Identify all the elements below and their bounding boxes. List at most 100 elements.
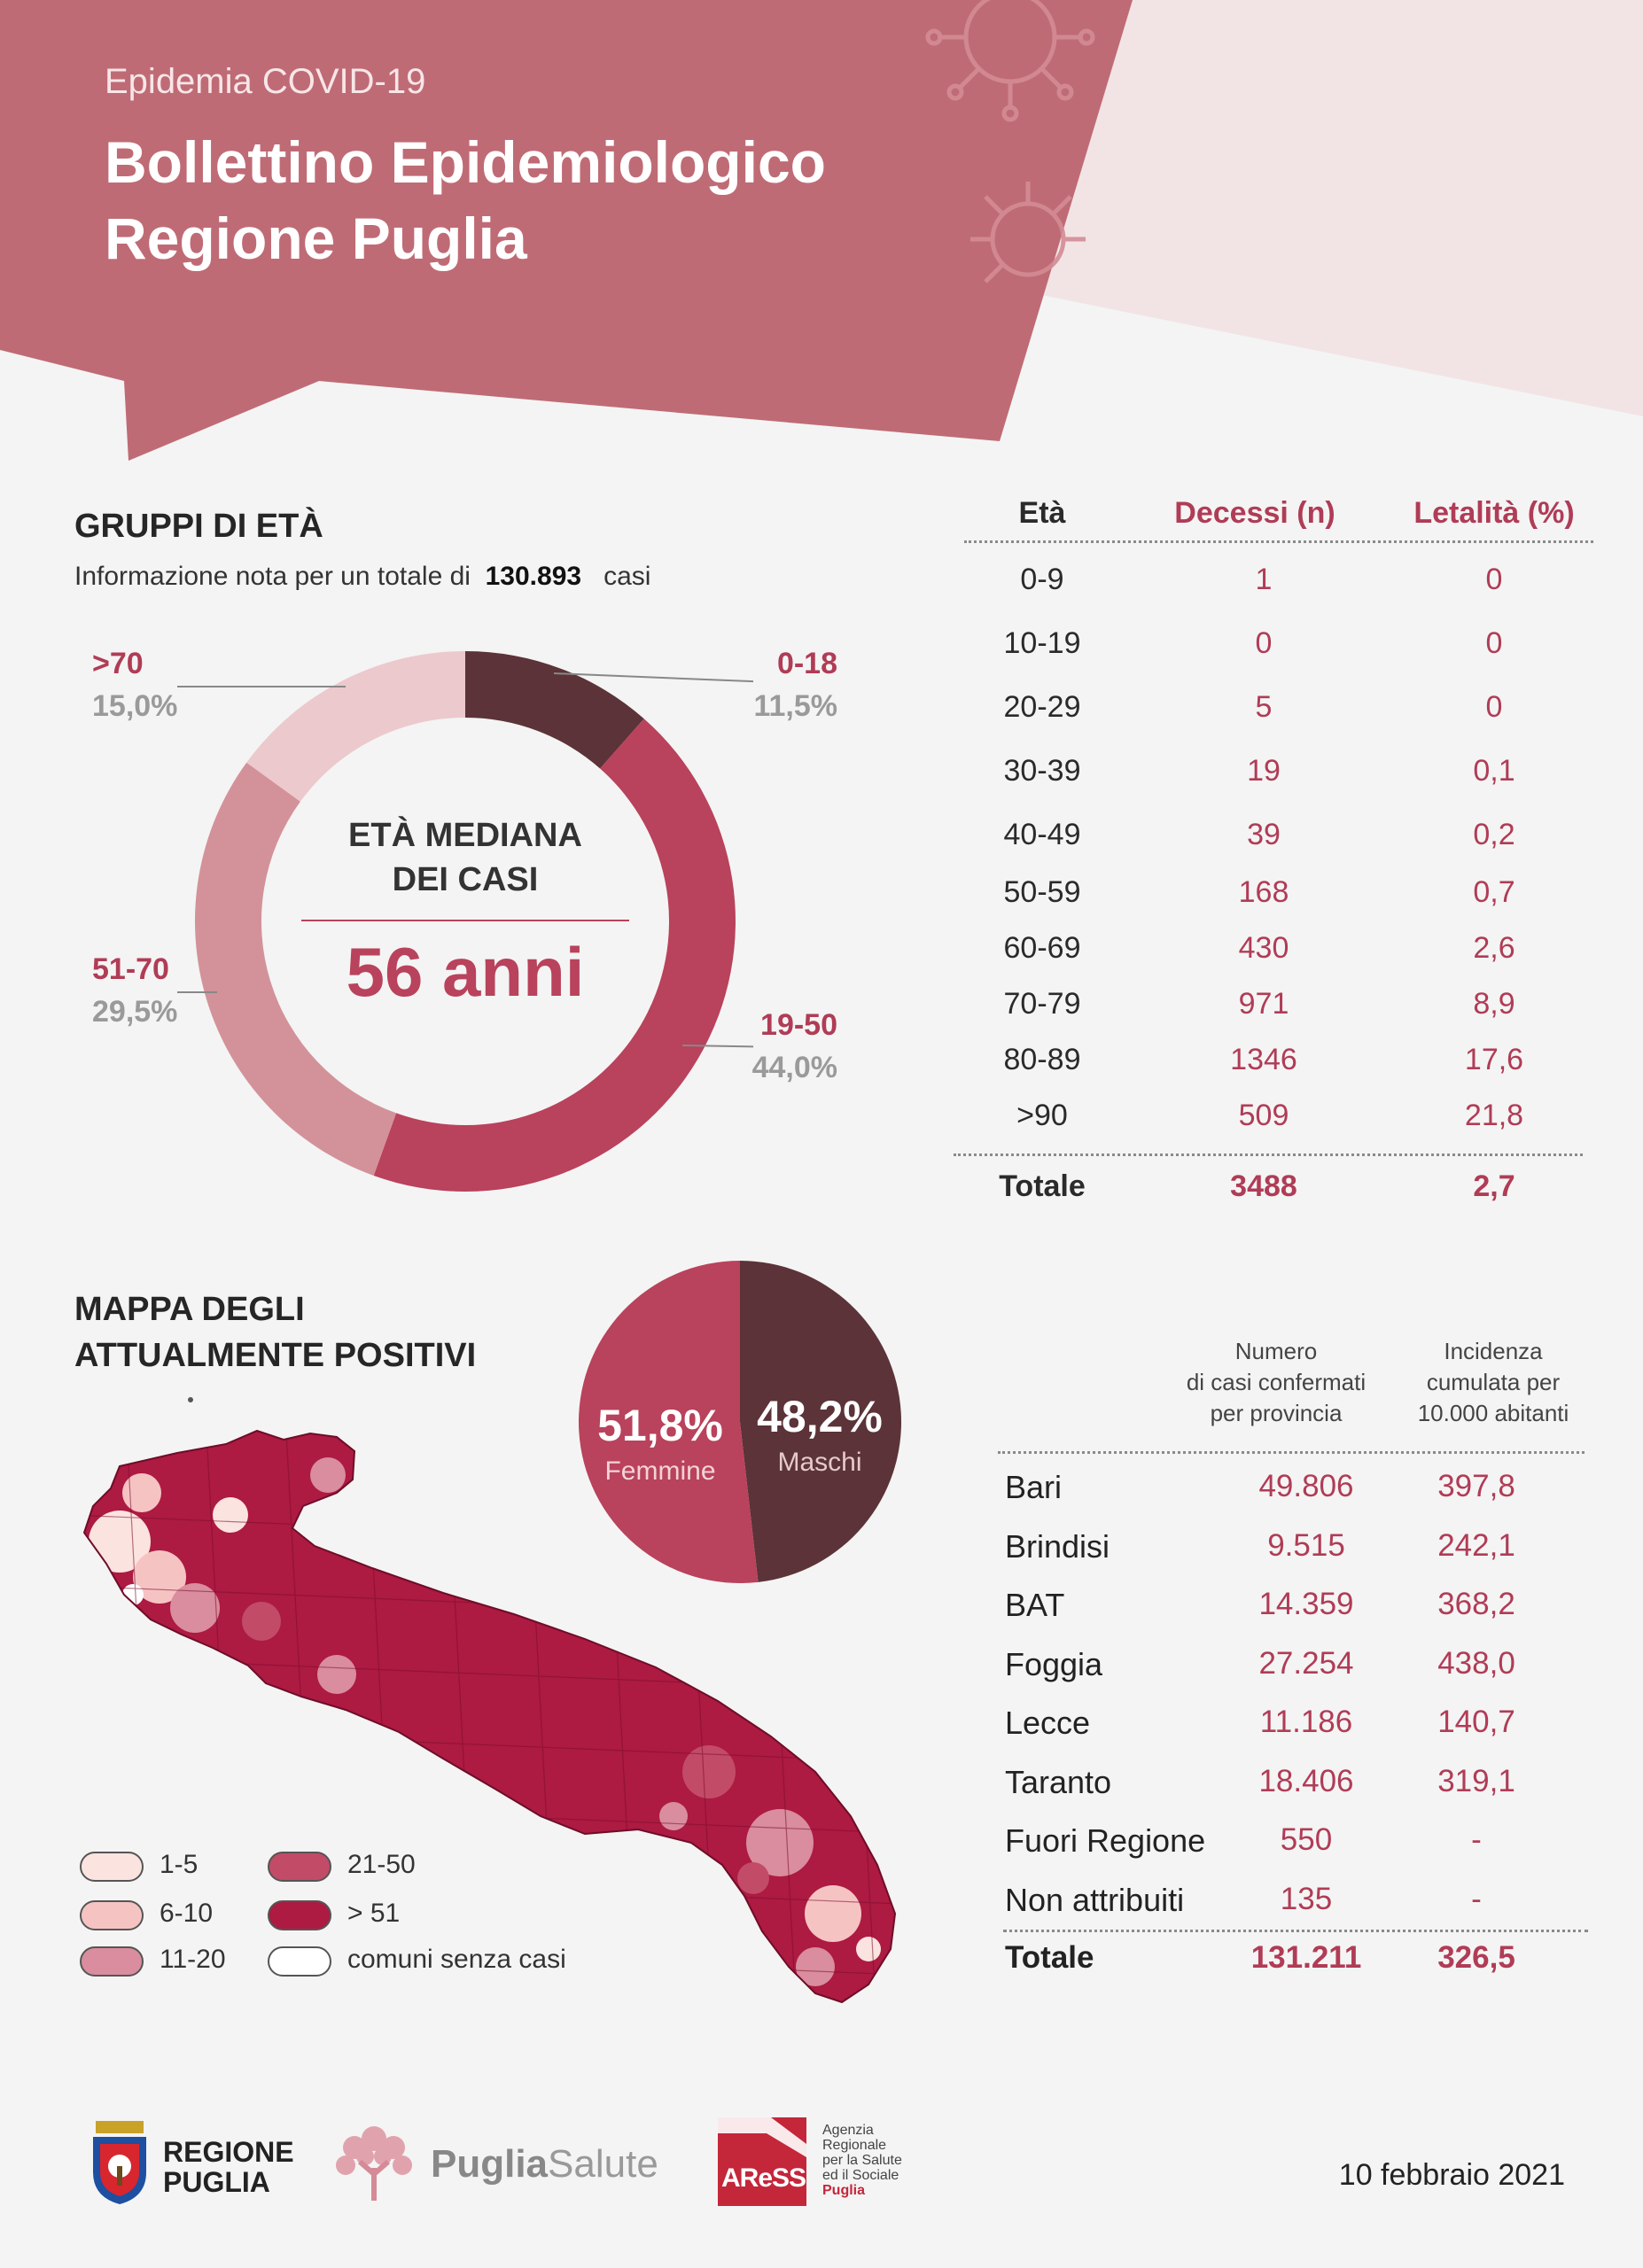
row-deaths: 430 bbox=[1238, 931, 1289, 965]
row-deaths: 1 bbox=[1255, 563, 1273, 596]
province-cases: 135 bbox=[1280, 1881, 1333, 1916]
sex-pie-chart bbox=[579, 1261, 901, 1583]
male-label: Maschi bbox=[777, 1448, 862, 1477]
total-lethality: 2,7 bbox=[1473, 1169, 1515, 1203]
row-age: 30-39 bbox=[1003, 754, 1081, 788]
age-groups-title: GRUPPI DI ETÀ bbox=[74, 508, 323, 545]
row-age: 40-49 bbox=[1003, 818, 1081, 851]
median-age-value: 56 anni bbox=[346, 933, 585, 1011]
slice-pct-0-18: 11,5% bbox=[753, 689, 837, 723]
province-cases: 11.186 bbox=[1259, 1705, 1353, 1739]
row-lethality: 8,9 bbox=[1473, 987, 1515, 1021]
legend-label: 6-10 bbox=[160, 1899, 214, 1928]
province-cases: 9.515 bbox=[1267, 1527, 1345, 1563]
total-label: Totale bbox=[999, 1169, 1086, 1203]
province-cases: 550 bbox=[1280, 1822, 1333, 1857]
province-incidence: 319,1 bbox=[1437, 1763, 1515, 1798]
row-lethality: 0 bbox=[1485, 626, 1503, 660]
slice-label-over70: >70 bbox=[92, 647, 144, 680]
bulletin-date: 10 febbraio 2021 bbox=[1338, 2158, 1565, 2192]
prov-total-label: Totale bbox=[1005, 1940, 1094, 1975]
row-lethality: 21,8 bbox=[1464, 1099, 1524, 1132]
col-header-cases: Numero di casi confermati per provincia bbox=[1186, 1338, 1367, 1426]
age-groups-note: Informazione nota per un totale di 130.8… bbox=[74, 562, 651, 591]
row-age: 10-19 bbox=[1003, 626, 1081, 660]
row-age: >90 bbox=[1016, 1099, 1068, 1132]
row-age: 0-9 bbox=[1020, 563, 1064, 596]
table-divider bbox=[954, 1153, 1583, 1156]
row-lethality: 0,2 bbox=[1473, 818, 1515, 851]
row-lethality: 0 bbox=[1485, 690, 1503, 724]
col-header-incidence: Incidenza cumulata per 10.000 abitanti bbox=[1417, 1338, 1569, 1426]
col-header-deaths: Decessi (n) bbox=[1174, 496, 1335, 530]
legend-label: > 51 bbox=[347, 1899, 401, 1928]
table-divider bbox=[998, 1451, 1585, 1454]
row-deaths: 971 bbox=[1238, 987, 1289, 1021]
province-incidence: 397,8 bbox=[1437, 1469, 1515, 1503]
province-cases: 49.806 bbox=[1258, 1469, 1354, 1503]
row-deaths: 19 bbox=[1247, 754, 1281, 788]
map-title: MAPPA DEGLI ATTUALMENTE POSITIVI bbox=[74, 1291, 477, 1374]
slice-over70 bbox=[246, 651, 465, 802]
province-incidence: - bbox=[1471, 1881, 1482, 1916]
slice-pct-51-70: 29,5% bbox=[92, 995, 178, 1029]
col-header-age: Età bbox=[1018, 496, 1066, 530]
legend-label: 1-5 bbox=[160, 1850, 199, 1879]
table-divider bbox=[1003, 1930, 1588, 1932]
legend-label: 21-50 bbox=[347, 1850, 416, 1879]
male-pct: 48,2% bbox=[757, 1392, 883, 1441]
female-label: Femmine bbox=[604, 1456, 716, 1486]
puglia-salute-tree-icon bbox=[336, 2126, 412, 2201]
province-incidence: 368,2 bbox=[1437, 1587, 1515, 1621]
row-deaths: 509 bbox=[1238, 1099, 1289, 1132]
slice-female bbox=[579, 1261, 759, 1583]
header-banner bbox=[0, 0, 1643, 461]
legend-swatch bbox=[268, 1946, 331, 1977]
female-label-group: 51,8% Femmine bbox=[585, 1400, 736, 1487]
province-cases: 14.359 bbox=[1258, 1587, 1354, 1621]
legend-swatch bbox=[268, 1852, 331, 1882]
province-name: BAT bbox=[1005, 1587, 1065, 1623]
legend-swatch bbox=[80, 1946, 144, 1977]
row-lethality: 0,7 bbox=[1473, 875, 1515, 909]
slice-male bbox=[740, 1261, 901, 1582]
slice-pct-19-50: 44,0% bbox=[751, 1051, 837, 1084]
province-incidence: 242,1 bbox=[1437, 1527, 1515, 1563]
aress-logo: AReSS bbox=[718, 2117, 806, 2206]
regione-puglia-logo-text: REGIONE PUGLIA bbox=[163, 2136, 294, 2198]
province-name: Non attribuiti bbox=[1005, 1881, 1185, 1918]
row-deaths: 39 bbox=[1247, 818, 1281, 851]
province-incidence: - bbox=[1471, 1822, 1482, 1857]
male-label-group: 48,2% Maschi bbox=[744, 1391, 895, 1478]
slice-19-50 bbox=[373, 718, 736, 1192]
province-name: Fuori Regione bbox=[1005, 1822, 1206, 1859]
row-lethality: 17,6 bbox=[1464, 1043, 1524, 1076]
slice-label-19-50: 19-50 bbox=[760, 1008, 837, 1042]
legend-swatch bbox=[268, 1900, 331, 1930]
prov-total-cases: 131.211 bbox=[1250, 1940, 1362, 1975]
legend-label: comuni senza casi bbox=[347, 1945, 566, 1974]
puglia-map bbox=[82, 1397, 897, 2004]
slice-label-51-70: 51-70 bbox=[92, 952, 169, 986]
row-age: 70-79 bbox=[1003, 987, 1081, 1021]
province-incidence: 438,0 bbox=[1437, 1645, 1515, 1681]
row-lethality: 0 bbox=[1485, 563, 1503, 596]
virus-icon bbox=[925, 0, 1095, 284]
page-title: Bollettino Epidemiologico Regione Puglia bbox=[105, 129, 826, 271]
row-lethality: 0,1 bbox=[1473, 754, 1515, 788]
row-age: 80-89 bbox=[1003, 1043, 1081, 1076]
province-incidence: 140,7 bbox=[1437, 1705, 1515, 1739]
regione-puglia-crest-icon bbox=[93, 2121, 146, 2204]
prov-total-incidence: 326,5 bbox=[1437, 1940, 1515, 1975]
province-cases: 18.406 bbox=[1258, 1763, 1354, 1798]
row-age: 60-69 bbox=[1003, 931, 1081, 965]
legend-swatch bbox=[80, 1852, 144, 1882]
province-name: Brindisi bbox=[1005, 1527, 1110, 1565]
age-donut-chart bbox=[177, 651, 753, 1192]
slice-51-70 bbox=[194, 762, 397, 1176]
row-deaths: 0 bbox=[1255, 626, 1273, 660]
row-age: 20-29 bbox=[1003, 690, 1081, 724]
slice-label-0-18: 0-18 bbox=[776, 647, 837, 680]
row-deaths: 5 bbox=[1255, 690, 1273, 724]
row-lethality: 2,6 bbox=[1473, 931, 1515, 965]
